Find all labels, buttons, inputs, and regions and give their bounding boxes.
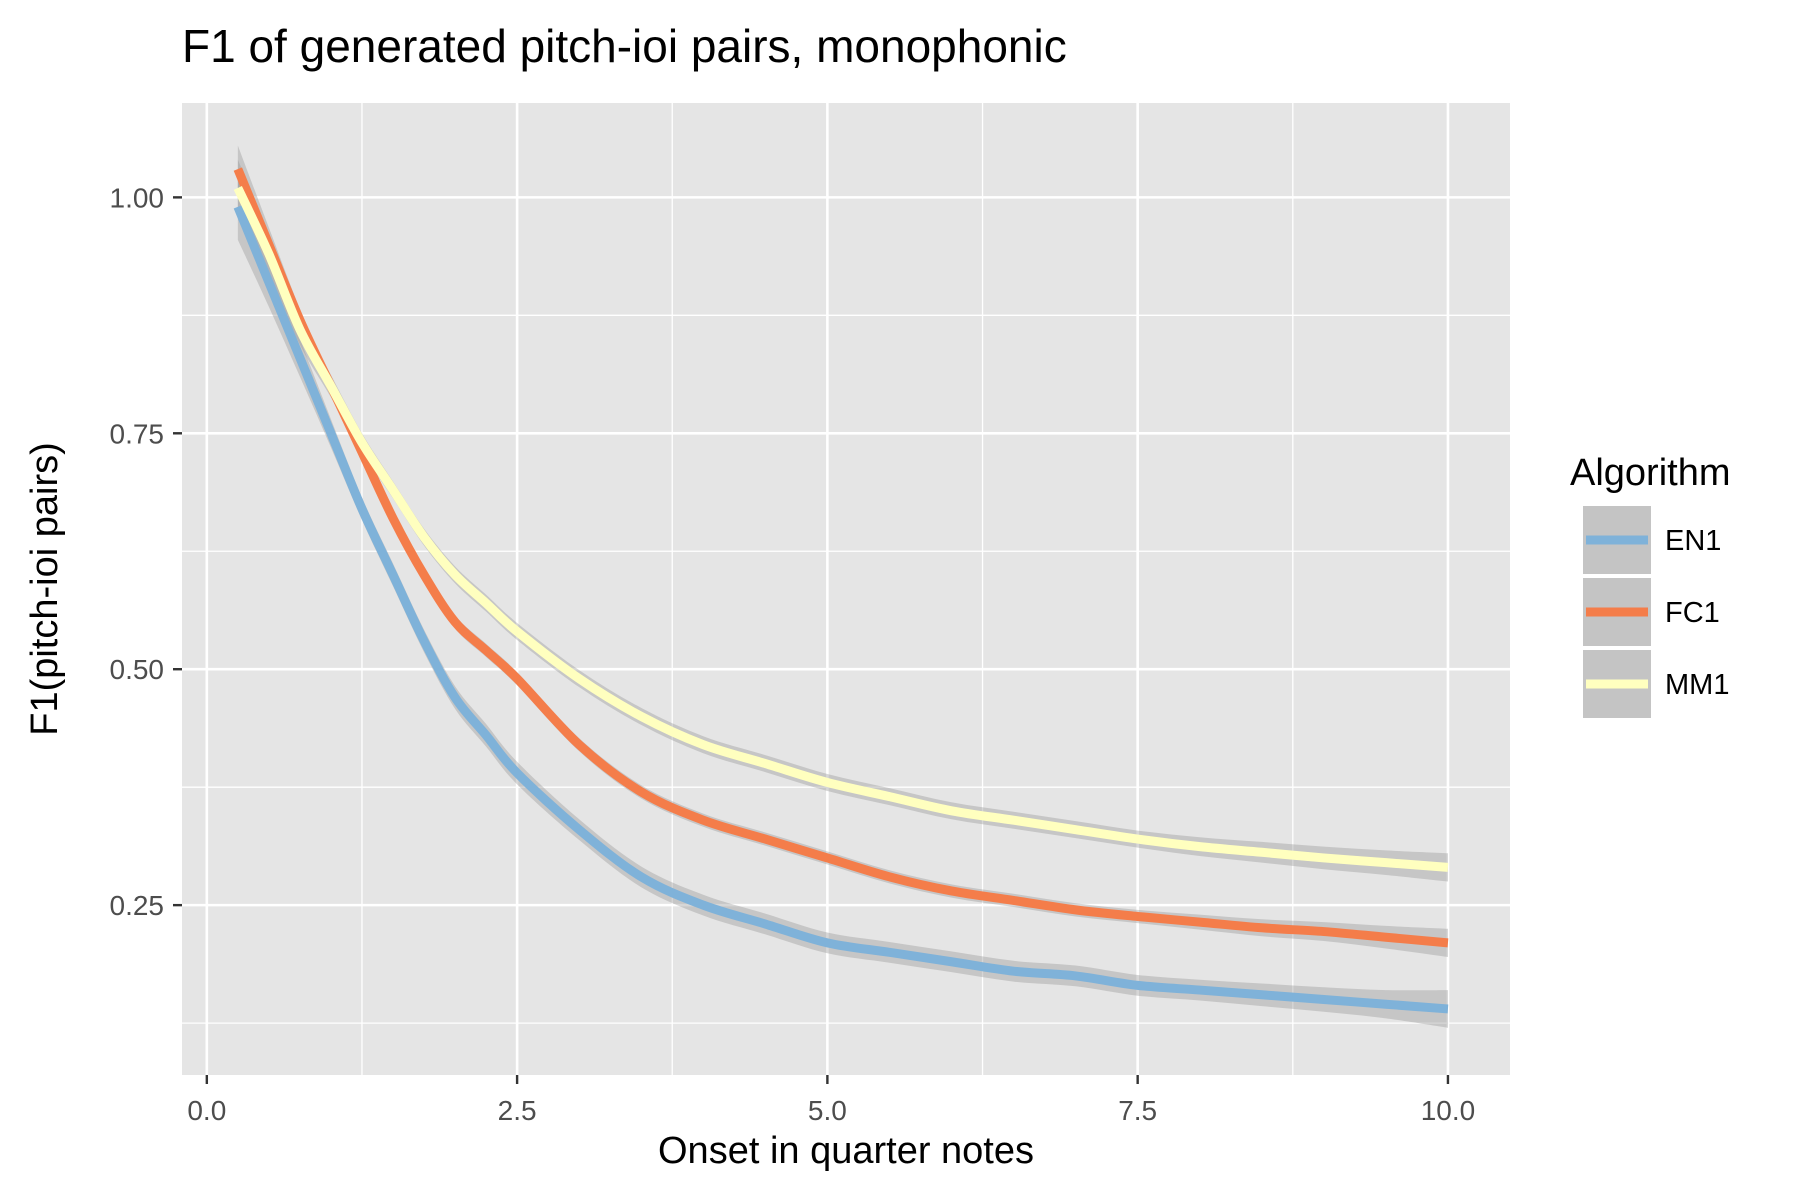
y-axis-title: F1(pitch-ioi pairs) bbox=[24, 442, 66, 736]
legend-item-en1: EN1 bbox=[1581, 504, 1721, 576]
x-tick-label: 7.5 bbox=[1118, 1095, 1157, 1126]
x-tick-label: 10.0 bbox=[1421, 1095, 1476, 1126]
legend: Algorithm EN1 FC1 MM1 bbox=[1570, 452, 1731, 720]
x-axis-ticks: 0.0 2.5 5.0 7.5 10.0 bbox=[187, 1075, 1475, 1126]
x-tick-label: 0.0 bbox=[187, 1095, 226, 1126]
legend-label: EN1 bbox=[1665, 525, 1721, 557]
grid-major bbox=[182, 103, 1510, 1075]
legend-title: Algorithm bbox=[1570, 452, 1731, 494]
x-tick-label: 2.5 bbox=[498, 1095, 537, 1126]
legend-keys: EN1 FC1 MM1 bbox=[1581, 504, 1729, 720]
legend-item-fc1: FC1 bbox=[1581, 576, 1720, 648]
legend-label: MM1 bbox=[1665, 669, 1729, 701]
series-line-mm1 bbox=[233, 186, 1449, 872]
y-tick-label: 1.00 bbox=[110, 182, 165, 213]
x-axis-title: Onset in quarter notes bbox=[658, 1130, 1034, 1172]
y-tick-label: 0.50 bbox=[110, 654, 165, 685]
legend-item-mm1: MM1 bbox=[1581, 648, 1729, 720]
x-tick-label: 5.0 bbox=[808, 1095, 847, 1126]
y-axis-ticks: 0.25 0.50 0.75 1.00 bbox=[110, 182, 182, 921]
series-line-en1 bbox=[233, 205, 1449, 1014]
series-lines bbox=[233, 167, 1449, 1014]
legend-label: FC1 bbox=[1665, 597, 1720, 629]
y-tick-label: 0.75 bbox=[110, 418, 165, 449]
y-tick-label: 0.25 bbox=[110, 890, 165, 921]
chart-title: F1 of generated pitch-ioi pairs, monopho… bbox=[182, 20, 1067, 72]
